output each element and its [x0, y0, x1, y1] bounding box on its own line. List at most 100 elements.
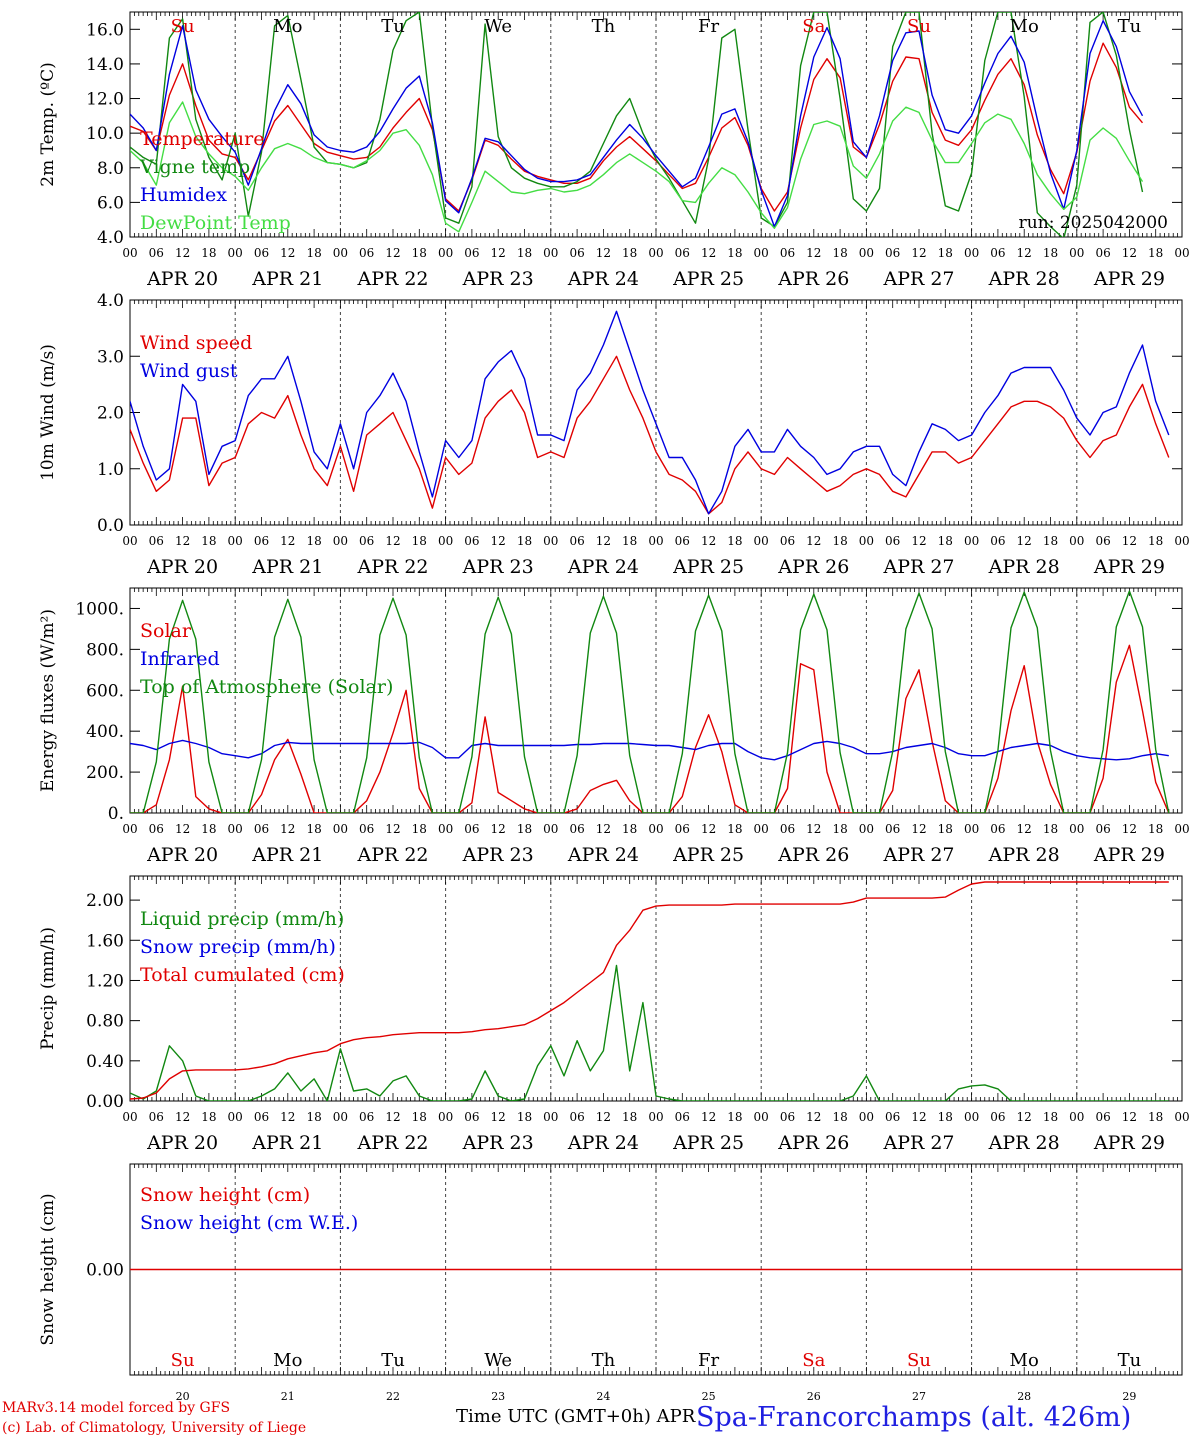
x-hour-label: 18 — [1148, 534, 1163, 548]
x-hour-label: 06 — [990, 1110, 1005, 1124]
x-hour-label: 12 — [175, 534, 190, 548]
x-date-label: 28 — [1017, 1390, 1031, 1403]
legend-entry: Total cumulated (cm) — [140, 964, 345, 986]
x-hour-label: 12 — [1017, 246, 1032, 260]
series-vigne-temp — [130, 12, 1144, 237]
y-tick-label: 600. — [86, 681, 124, 701]
x-hour-label: 00 — [1069, 1110, 1084, 1124]
x-date-label: APR 21 — [251, 268, 323, 290]
x-hour-label: 06 — [569, 246, 584, 260]
x-hour-label: 12 — [385, 822, 400, 836]
x-hour-label: 12 — [596, 1110, 611, 1124]
x-date-label: 20 — [176, 1390, 190, 1403]
x-hour-label: 12 — [1017, 822, 1032, 836]
x-date-label: 24 — [596, 1390, 610, 1403]
day-of-week-label: Mo — [1010, 1350, 1039, 1371]
run-annotation: run: 2025042000 — [1019, 213, 1168, 233]
x-hour-label: 12 — [1122, 534, 1137, 548]
x-hour-label: 00 — [438, 534, 453, 548]
x-hour-label: 00 — [1069, 534, 1084, 548]
credit-line-2: (c) Lab. of Climatology, University of L… — [2, 1420, 307, 1436]
x-date-label: APR 26 — [777, 556, 849, 578]
day-of-week-label: Su — [171, 1350, 195, 1371]
y-tick-label: 2.00 — [86, 891, 124, 911]
series-group — [130, 310, 1170, 515]
x-hour-label: 12 — [701, 1110, 716, 1124]
x-date-label: APR 27 — [882, 844, 954, 866]
x-hour-label: 00 — [859, 246, 874, 260]
x-hour-label: 00 — [1069, 822, 1084, 836]
x-hour-label: 06 — [359, 534, 374, 548]
series-wind-speed — [130, 355, 1170, 515]
x-hour-label: 06 — [254, 822, 269, 836]
x-hour-label: 00 — [543, 246, 558, 260]
x-hour-label: 06 — [885, 246, 900, 260]
x-hour-label: 00 — [122, 246, 137, 260]
y-tick-label: 200. — [86, 763, 124, 783]
x-hour-label: 06 — [1095, 246, 1110, 260]
x-hour-label: 18 — [1148, 246, 1163, 260]
x-hour-label: 00 — [438, 246, 453, 260]
x-hour-label: 06 — [780, 822, 795, 836]
x-date-label: APR 29 — [1093, 1132, 1165, 1154]
x-date-label: APR 25 — [672, 1132, 744, 1154]
x-hour-label: 18 — [832, 534, 847, 548]
x-hour-label: 18 — [306, 534, 321, 548]
x-date-label: APR 20 — [146, 268, 218, 290]
x-hour-label: 12 — [596, 534, 611, 548]
x-hour-label: 06 — [675, 822, 690, 836]
x-date-label: APR 24 — [567, 844, 639, 866]
x-hour-label: 00 — [122, 534, 137, 548]
x-hour-label: 12 — [280, 534, 295, 548]
y-tick-label: 10.0 — [86, 124, 124, 144]
x-hour-label: 06 — [464, 246, 479, 260]
x-hour-label: 00 — [964, 534, 979, 548]
y-tick-label: 14.0 — [86, 55, 124, 75]
x-hour-label: 12 — [1122, 246, 1137, 260]
x-hour-label: 06 — [885, 1110, 900, 1124]
x-date-label: APR 28 — [988, 268, 1060, 290]
x-hour-label: 12 — [701, 246, 716, 260]
x-hour-label: 18 — [938, 822, 953, 836]
x-hour-label: 06 — [990, 534, 1005, 548]
day-of-week-label: Th — [592, 16, 616, 37]
x-hour-label: 18 — [412, 246, 427, 260]
x-hour-label: 06 — [569, 534, 584, 548]
x-hour-label: 12 — [596, 822, 611, 836]
y-tick-label: 0. — [108, 804, 124, 824]
x-hour-label: 06 — [464, 1110, 479, 1124]
x-date-label: APR 24 — [567, 268, 639, 290]
x-date-label: APR 29 — [1093, 268, 1165, 290]
x-hour-label: 12 — [175, 1110, 190, 1124]
x-date-label: APR 26 — [777, 844, 849, 866]
x-axis-month: APR — [656, 1406, 696, 1427]
x-hour-label: 18 — [727, 822, 742, 836]
x-hour-label: 18 — [832, 246, 847, 260]
x-date-label: 25 — [702, 1390, 716, 1403]
panel-frame — [129, 11, 1183, 238]
x-hour-label: 00 — [333, 246, 348, 260]
day-of-week-label: Su — [907, 16, 931, 37]
legend-entry: Wind speed — [140, 332, 252, 354]
x-hour-label: 06 — [149, 822, 164, 836]
x-date-label: APR 22 — [356, 844, 428, 866]
y-tick-label: 2.0 — [97, 404, 124, 424]
x-hour-label: 12 — [806, 1110, 821, 1124]
legend-entry: Liquid precip (mm/h) — [140, 908, 344, 930]
legend-entry: Temperature — [140, 128, 264, 150]
x-hour-label: 06 — [885, 822, 900, 836]
x-hour-label: 00 — [648, 1110, 663, 1124]
x-hour-label: 12 — [491, 534, 506, 548]
x-hour-label: 06 — [1095, 1110, 1110, 1124]
x-date-label: APR 23 — [462, 844, 534, 866]
legend-entry: Snow precip (mm/h) — [140, 936, 336, 958]
x-hour-label: 00 — [333, 1110, 348, 1124]
x-hour-label: 06 — [149, 246, 164, 260]
x-date-label: APR 26 — [777, 268, 849, 290]
x-hour-label: 00 — [122, 1110, 137, 1124]
day-of-week-label: Fr — [698, 1350, 719, 1371]
x-hour-label: 18 — [201, 1110, 216, 1124]
x-hour-label: 00 — [754, 534, 769, 548]
x-date-label: APR 27 — [882, 1132, 954, 1154]
x-date-label: 23 — [491, 1390, 505, 1403]
